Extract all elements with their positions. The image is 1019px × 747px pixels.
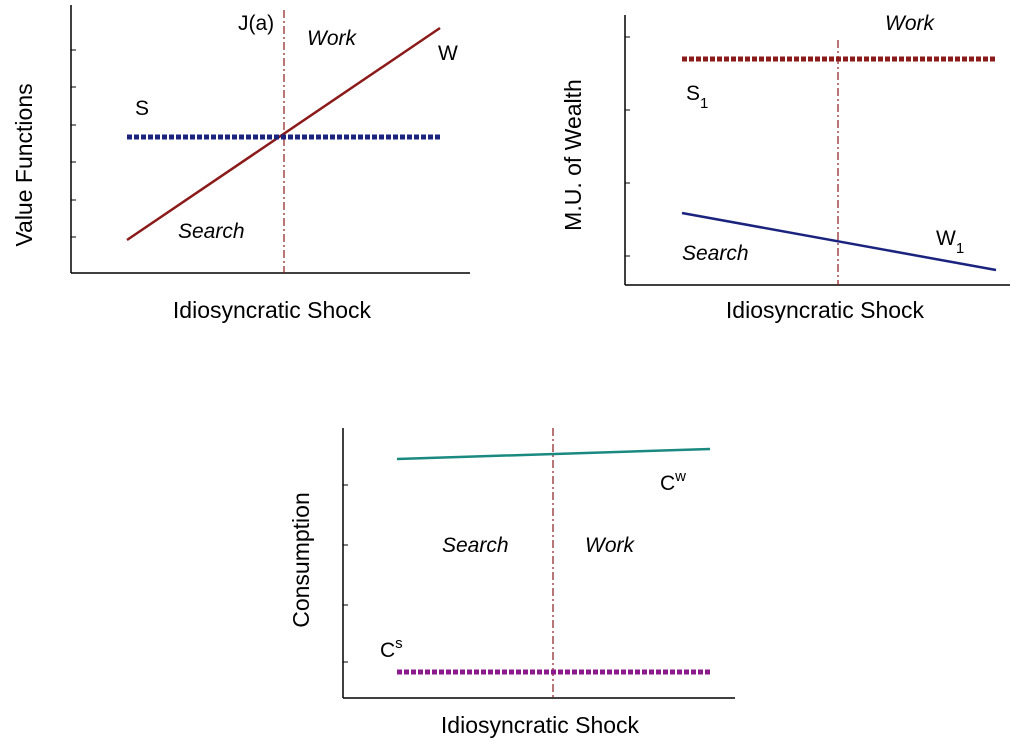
y-axis-label: Consumption <box>288 492 314 628</box>
label-base: W <box>936 227 956 250</box>
panel: J(a) Work W S Search Value Functions Idi… <box>11 5 470 323</box>
label: Search <box>442 534 509 557</box>
label: Search <box>682 242 749 265</box>
label: Cs <box>380 635 403 662</box>
label: Search <box>178 220 245 243</box>
label: W <box>438 42 458 65</box>
label-base: C <box>660 472 675 495</box>
label: Work <box>585 534 635 557</box>
panel: Work S1 Search W1 M.U. of Wealth Idiosyn… <box>560 12 1010 323</box>
label-sup: w <box>674 468 686 485</box>
label-sub: 1 <box>700 95 708 112</box>
label: Work <box>885 12 935 35</box>
work-line <box>681 211 997 272</box>
work-line <box>126 26 441 242</box>
x-axis-label: Idiosyncratic Shock <box>726 297 925 323</box>
y-axis-label: Value Functions <box>11 83 37 246</box>
label: W1 <box>936 227 964 257</box>
label-base: C <box>380 639 395 662</box>
label: S1 <box>686 82 708 112</box>
work-line <box>396 447 711 461</box>
y-ticks <box>625 36 630 257</box>
panel: Cw Search Work Cs Consumption Idiosyncra… <box>288 428 735 738</box>
x-axis-label: Idiosyncratic Shock <box>441 712 640 738</box>
label-base: S <box>686 82 700 105</box>
label: S <box>135 97 149 120</box>
x-axis-label: Idiosyncratic Shock <box>173 297 372 323</box>
y-ticks <box>343 484 348 663</box>
y-ticks <box>71 49 76 238</box>
label: J(a) <box>238 12 274 35</box>
label-sub: 1 <box>956 240 964 257</box>
label: Work <box>307 27 357 50</box>
label-sup: s <box>395 635 403 652</box>
y-axis-label: M.U. of Wealth <box>560 79 586 231</box>
label: Cw <box>660 468 686 495</box>
